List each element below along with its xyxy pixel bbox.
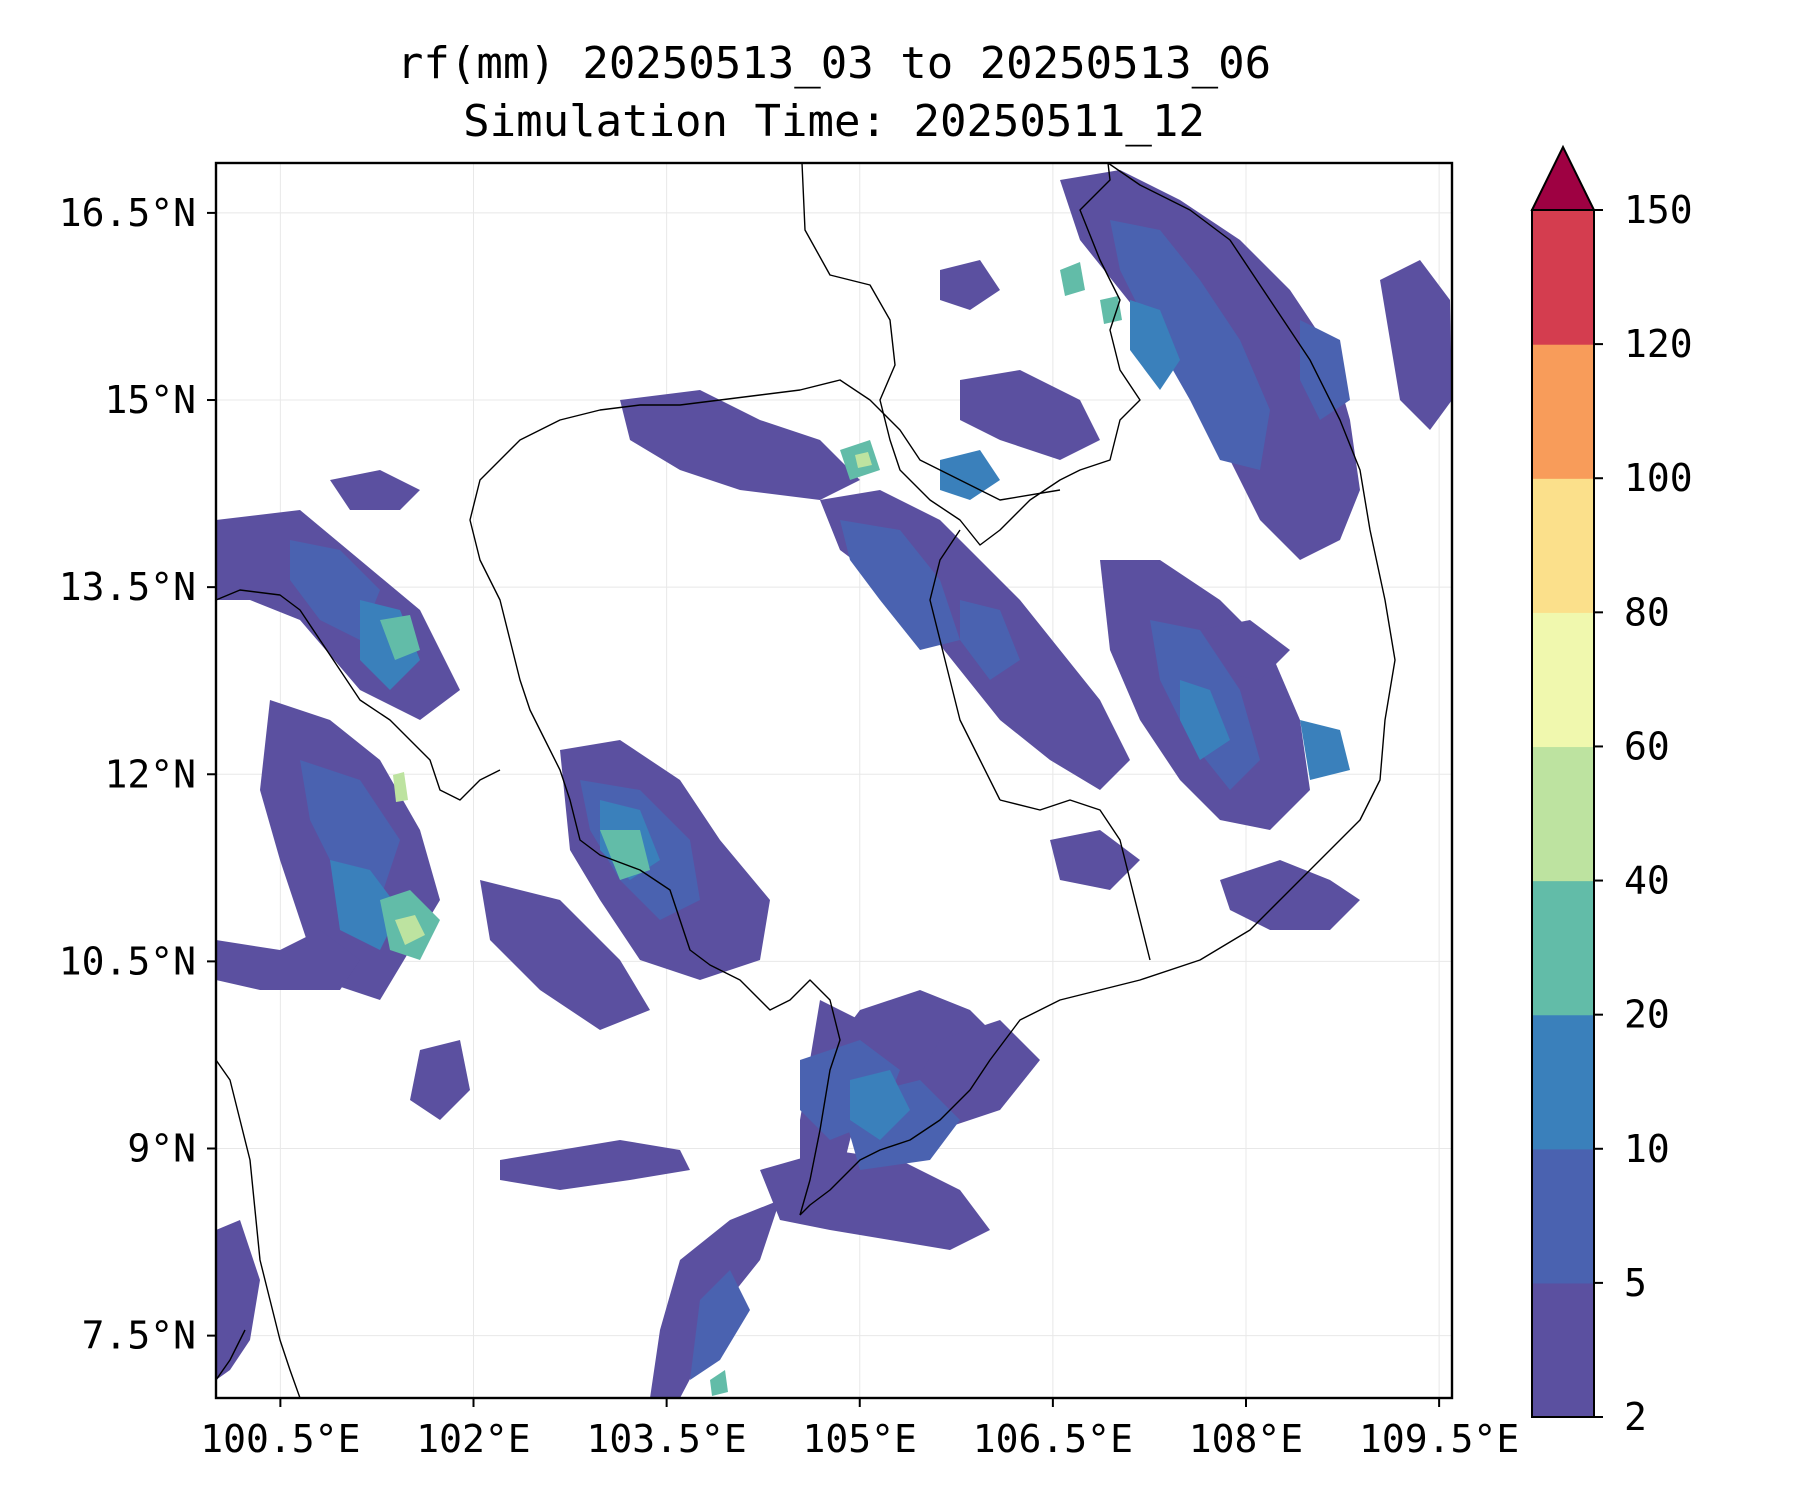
- y-tick-label: 7.5°N: [82, 1314, 196, 1358]
- colorbar-segment: [1532, 612, 1594, 748]
- colorbar-segment: [1532, 344, 1594, 479]
- coastlines-borders: [216, 163, 1396, 1398]
- y-tick-label: 13.5°N: [59, 565, 196, 609]
- y-tick-label: 10.5°N: [59, 939, 196, 983]
- colorbar-segment: [1532, 1148, 1594, 1284]
- x-tick-label: 109.5°E: [1359, 1417, 1519, 1461]
- colorbar-label: 150: [1624, 188, 1693, 232]
- map-panel: 100.5°E 102°E 103.5°E 105°E 106.5°E 108°E 109.…: [59, 161, 1519, 1461]
- colorbar-label: 100: [1624, 456, 1693, 500]
- map-frame: [214, 161, 1454, 1400]
- colorbar-label: 10: [1624, 1127, 1670, 1171]
- x-tick-label: 108°E: [1189, 1417, 1303, 1461]
- rainfall-contours: [216, 170, 1452, 1398]
- x-axis-ticks: 100.5°E 102°E 103.5°E 105°E 106.5°E 108°E 109.…: [200, 1398, 1519, 1461]
- rainfall-level-20-40: [380, 262, 1122, 1396]
- colorbar-label: 2: [1624, 1395, 1647, 1439]
- colorbar-segment: [1532, 210, 1594, 345]
- colorbar-label: 80: [1624, 590, 1670, 634]
- x-tick-label: 100.5°E: [200, 1417, 360, 1461]
- y-tick-label: 12°N: [104, 752, 196, 796]
- colorbar-frame: [1531, 209, 1595, 1418]
- rainfall-level-40-60: [393, 452, 872, 945]
- y-tick-label: 16.5°N: [59, 191, 196, 235]
- colorbar-label: 20: [1624, 993, 1670, 1037]
- colorbar-segment: [1532, 478, 1594, 613]
- colorbar-segment: [1532, 1014, 1594, 1150]
- colorbar-segment: [1532, 746, 1594, 882]
- x-tick-label: 103.5°E: [587, 1417, 747, 1461]
- colorbar-extend-arrow: [1530, 144, 1596, 211]
- y-axis-ticks: 16.5°N 15°N 13.5°N 12°N 10.5°N 9°N 7.5°N: [59, 191, 216, 1358]
- x-tick-label: 105°E: [803, 1417, 917, 1461]
- x-tick-label: 106.5°E: [973, 1417, 1133, 1461]
- y-tick-label: 15°N: [104, 378, 196, 422]
- figure-title-line1: rf(mm) 20250513_03 to 20250513_06: [397, 38, 1271, 89]
- colorbar-label: 5: [1624, 1261, 1647, 1305]
- colorbar-segment: [1532, 880, 1594, 1016]
- colorbar-label: 120: [1624, 322, 1693, 366]
- figure-title-line2: Simulation Time: 20250511_12: [463, 96, 1205, 147]
- colorbar-label: 60: [1624, 724, 1670, 768]
- y-tick-label: 9°N: [127, 1127, 196, 1171]
- colorbar-segment: [1532, 1282, 1594, 1418]
- colorbar: 2 5 10 20 40 60 80 100 120 150: [1530, 144, 1693, 1439]
- colorbar-label: 40: [1624, 859, 1670, 903]
- x-tick-label: 102°E: [416, 1417, 530, 1461]
